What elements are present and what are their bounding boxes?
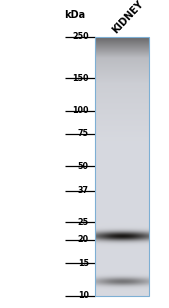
Text: 100: 100 [72, 106, 89, 115]
Text: 50: 50 [78, 162, 89, 171]
Text: 25: 25 [78, 217, 89, 226]
Text: 150: 150 [72, 74, 89, 83]
Text: KIDNEY: KIDNEY [111, 0, 146, 35]
Text: 10: 10 [78, 291, 89, 300]
Bar [95, 37, 149, 296]
Text: 20: 20 [78, 236, 89, 245]
Text: 37: 37 [78, 186, 89, 195]
Text: 250: 250 [72, 32, 89, 42]
Text: 15: 15 [78, 259, 89, 268]
Text: kDa: kDa [64, 10, 85, 20]
Text: 75: 75 [78, 129, 89, 138]
